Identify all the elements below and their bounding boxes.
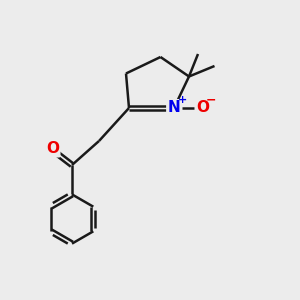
Text: O: O [46,141,59,156]
Text: N: N [168,100,180,116]
Text: +: + [178,94,187,105]
Text: O: O [196,100,209,116]
Text: −: − [206,93,216,106]
